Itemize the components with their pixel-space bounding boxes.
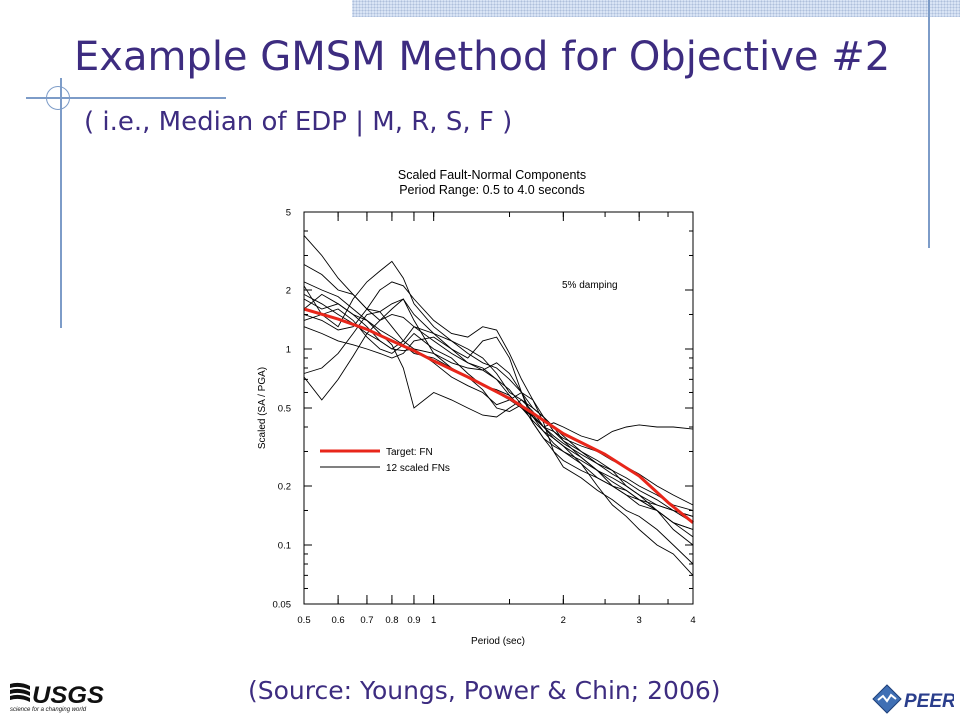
x-axis-label: Period (sec) bbox=[471, 636, 525, 647]
y-tick-label: 0.2 bbox=[278, 481, 291, 492]
scaled-fn-series-12 bbox=[303, 308, 694, 530]
legend-series-label: 12 scaled FNs bbox=[386, 463, 450, 474]
legend-target-label: Target: FN bbox=[386, 447, 433, 458]
source-citation: (Source: Youngs, Power & Chin; 2006) bbox=[248, 676, 721, 705]
scaled-fn-series-2 bbox=[303, 264, 694, 511]
scaled-fn-series-10 bbox=[303, 281, 694, 517]
decorative-circle bbox=[46, 86, 70, 110]
plot-area: 0.5 0.6 0.7 0.8 0.9 1 2 3 4 0.05 0.1 0.2 0.5 1 2 5 bbox=[273, 208, 696, 627]
scaled-fn-series-9 bbox=[303, 293, 694, 576]
decorative-horizontal-line bbox=[26, 97, 226, 99]
decorative-vertical-line-right bbox=[928, 0, 930, 248]
y-tick-label: 0.05 bbox=[273, 600, 292, 611]
decorative-vertical-line-left bbox=[60, 78, 62, 328]
x-tick-label: 0.8 bbox=[385, 615, 398, 626]
y-axis-label: Scaled (SA / PGA) bbox=[257, 367, 268, 449]
x-tick-label: 2 bbox=[561, 615, 566, 626]
y-tick-label: 1 bbox=[286, 344, 291, 355]
decorative-dotted-band bbox=[352, 0, 960, 17]
slide-subtitle: ( i.e., Median of EDP | M, R, S, F ) bbox=[84, 107, 513, 137]
slide-title: Example GMSM Method for Objective #2 bbox=[74, 34, 891, 80]
x-tick-label: 0.5 bbox=[297, 615, 310, 626]
y-tick-label: 0.1 bbox=[278, 540, 291, 551]
peer-diamond-icon bbox=[872, 684, 902, 714]
scaled-fn-series-7 bbox=[303, 311, 694, 524]
x-tick-label: 1 bbox=[431, 615, 436, 626]
scaled-fn-series-6 bbox=[303, 326, 694, 538]
x-tick-label: 0.7 bbox=[360, 615, 373, 626]
usgs-tagline: science for a changing world bbox=[10, 707, 87, 713]
plot-frame bbox=[303, 211, 694, 605]
usgs-wordmark: USGS bbox=[32, 682, 104, 709]
chart-title-line-1: Scaled Fault-Normal Components bbox=[398, 168, 586, 182]
scaled-fn-series-5 bbox=[303, 281, 694, 565]
usgs-wave-icon bbox=[10, 682, 30, 702]
usgs-logo: USGS science for a changing world bbox=[10, 682, 104, 713]
scaled-fn-series-8 bbox=[303, 314, 694, 506]
target-fn-line bbox=[303, 307, 694, 524]
scaled-fn-series-11 bbox=[303, 294, 694, 517]
y-tick-label: 5 bbox=[286, 208, 291, 219]
chart-title-line-2: Period Range: 0.5 to 4.0 seconds bbox=[399, 183, 585, 197]
x-tick-label: 4 bbox=[690, 615, 695, 626]
peer-logo: PEER bbox=[872, 684, 954, 714]
y-tick-label: 0.5 bbox=[278, 404, 291, 415]
response-spectra-chart: Scaled Fault-Normal Components Period Ra… bbox=[257, 168, 696, 647]
damping-annotation: 5% damping bbox=[562, 280, 618, 291]
x-tick-label: 3 bbox=[637, 615, 642, 626]
x-tick-label: 0.9 bbox=[407, 615, 420, 626]
x-tick-label: 0.6 bbox=[331, 615, 344, 626]
peer-wordmark: PEER bbox=[904, 691, 954, 712]
y-tick-label: 2 bbox=[286, 285, 291, 296]
